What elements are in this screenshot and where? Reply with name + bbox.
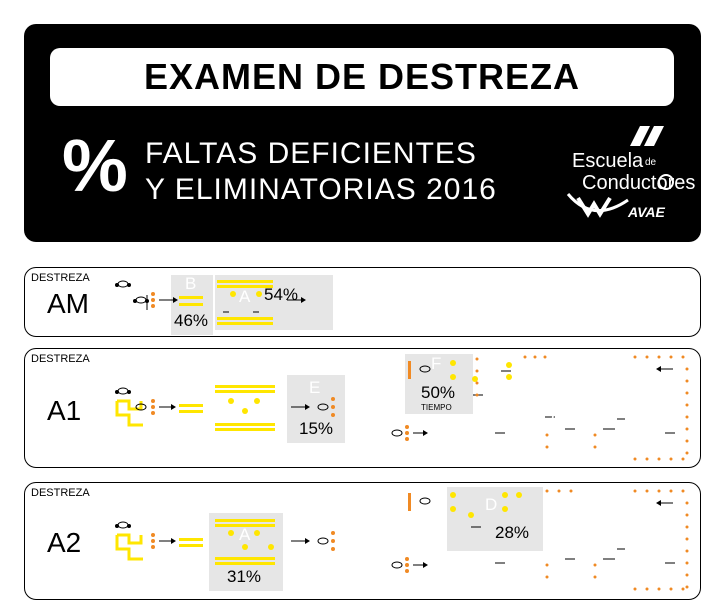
zone-letter-d: D	[484, 367, 497, 386]
panel-a2: DESTREZA A2 B A 31%	[24, 482, 701, 600]
a1-course-diagram	[115, 355, 689, 461]
panel-label: DESTREZA	[31, 272, 90, 284]
motorcycle-icon	[419, 497, 431, 505]
panel-code: A1	[47, 395, 82, 426]
motorcycle-icon	[317, 537, 329, 545]
panel-code: AM	[47, 288, 89, 319]
zone-letter-c: C	[551, 409, 564, 428]
zone-e-percent: 15%	[299, 419, 334, 438]
motorcycle-icon	[317, 403, 329, 411]
percent-symbol: %	[62, 124, 128, 207]
logo-line-2: Conductores	[582, 172, 696, 194]
zone-letter-c: C	[551, 540, 564, 559]
motorcycle-icon	[133, 296, 149, 304]
zone-letter-e: E	[309, 378, 321, 397]
logo-graphic	[566, 126, 674, 218]
zone-letter-d: D	[485, 495, 498, 514]
zone-e-highlight	[287, 375, 345, 443]
motorcycle-icon	[115, 280, 131, 288]
zone-letter-a: A	[239, 287, 251, 306]
panel-label: DESTREZA	[31, 487, 90, 499]
subtitle-line-2: Y ELIMINATORIAS 2016	[145, 173, 497, 206]
school-logo: Escuela de Conductores AVAE	[548, 124, 695, 224]
panel-am: DESTREZA AM B A 46% 54%	[24, 267, 701, 337]
zone-letter-f: F	[431, 486, 442, 505]
zone-f-percent: 50%	[421, 383, 456, 402]
zone-f-highlight	[405, 354, 473, 414]
zone-letter-a: A	[239, 525, 251, 544]
a2-course-diagram	[115, 489, 689, 591]
panel-label: DESTREZA	[31, 353, 90, 365]
zone-letter-f: F	[431, 354, 442, 373]
panel-code: A2	[47, 527, 82, 558]
panel-a1: DESTREZA A1	[24, 348, 701, 468]
logo-brand: AVAE	[628, 204, 665, 220]
am-course-diagram	[115, 280, 306, 325]
zone-b-percent: 46%	[174, 311, 209, 330]
zone-a-percent: 54%	[264, 285, 299, 304]
zone-a-highlight	[215, 275, 333, 330]
subtitle: FALTAS DEFICIENTES Y ELIMINATORIAS 2016	[145, 136, 497, 208]
header-banner: EXAMEN DE DESTREZA % FALTAS DEFICIENTES …	[24, 24, 701, 242]
zone-d-highlight	[447, 487, 543, 551]
motorcycle-icon	[115, 521, 131, 529]
logo-de: de	[645, 157, 657, 168]
zone-letter-b: B	[185, 274, 197, 293]
title-pill: EXAMEN DE DESTREZA	[50, 48, 674, 106]
page-title: EXAMEN DE DESTREZA	[143, 56, 581, 97]
zone-letter-b: B	[185, 507, 197, 526]
motorcycle-icon	[391, 561, 403, 569]
zone-letter-a: A	[239, 393, 251, 412]
motorcycle-icon	[391, 429, 403, 437]
motorcycle-icon	[115, 387, 131, 395]
logo-line-1: Escuela	[572, 150, 644, 172]
zone-f-note: TIEMPO	[421, 403, 452, 412]
zone-letter-e: E	[305, 515, 317, 534]
zone-d-percent: 28%	[495, 523, 530, 542]
motorcycle-icon	[135, 403, 147, 411]
zone-a-percent: 31%	[227, 567, 262, 586]
zone-letter-b: B	[185, 375, 197, 394]
subtitle-line-1: FALTAS DEFICIENTES	[145, 137, 477, 170]
motorcycle-icon	[419, 365, 431, 373]
